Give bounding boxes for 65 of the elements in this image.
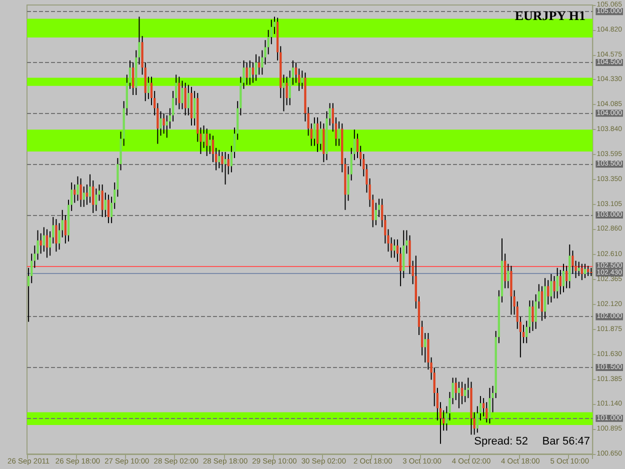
candlestick [584,263,586,279]
candlestick [178,76,180,110]
candlestick [147,76,150,100]
candlestick [316,116,319,152]
candlestick [532,300,534,332]
candlestick [301,70,304,90]
candlestick [104,192,106,218]
candlestick [547,280,550,306]
candlestick [107,194,110,224]
candlestick [540,286,544,322]
candlestick [224,151,226,185]
candlestick [101,184,104,218]
candlestick [467,377,470,399]
candlestick [587,265,590,277]
candlestick [562,263,565,293]
candlestick [202,125,205,148]
candlestick [565,265,568,289]
candlestick [572,250,574,274]
candlestick [553,276,556,299]
candlestick [42,226,45,252]
candlestick [206,128,208,157]
candlestick [507,263,510,289]
candlestick [313,116,316,146]
candlestick [80,178,82,208]
candlestick [193,90,196,126]
candlestick [559,269,562,295]
candlestick [184,82,186,116]
candlestick [74,184,76,204]
candlestick [82,186,85,208]
candlestick [76,176,79,202]
candlestick [181,80,184,110]
annotation: Spread: 52 [474,436,528,448]
candlestick [556,267,558,299]
candlestick [218,149,220,169]
candlestick [320,120,322,150]
candlestick [86,184,88,206]
candlestick [252,62,254,84]
candlestick [40,232,42,254]
candlestick [338,120,340,146]
candlestick [248,60,251,86]
candlestick [488,387,491,424]
candlestick [460,381,464,405]
candlestick [458,381,460,409]
annotation: Bar 56:47 [542,436,590,448]
candlestick [258,56,260,76]
candlestick [424,332,426,363]
candlestick [208,133,212,154]
candlestick [95,188,98,212]
candlestick [88,174,92,204]
candlestick [504,253,506,289]
candlestick [187,84,190,116]
candlestick [578,261,580,277]
candlestick [282,74,285,112]
candlestick [374,202,378,226]
candlestick [486,402,488,423]
candlestick [46,228,48,258]
candlestick [550,273,552,303]
candlestick [254,54,258,82]
candlestick [132,62,134,96]
candlestick [580,263,584,281]
candlestick [160,110,162,136]
candlestick [162,112,165,134]
candlestick [55,218,58,252]
candlestick [246,62,248,86]
candlestick [393,238,396,258]
